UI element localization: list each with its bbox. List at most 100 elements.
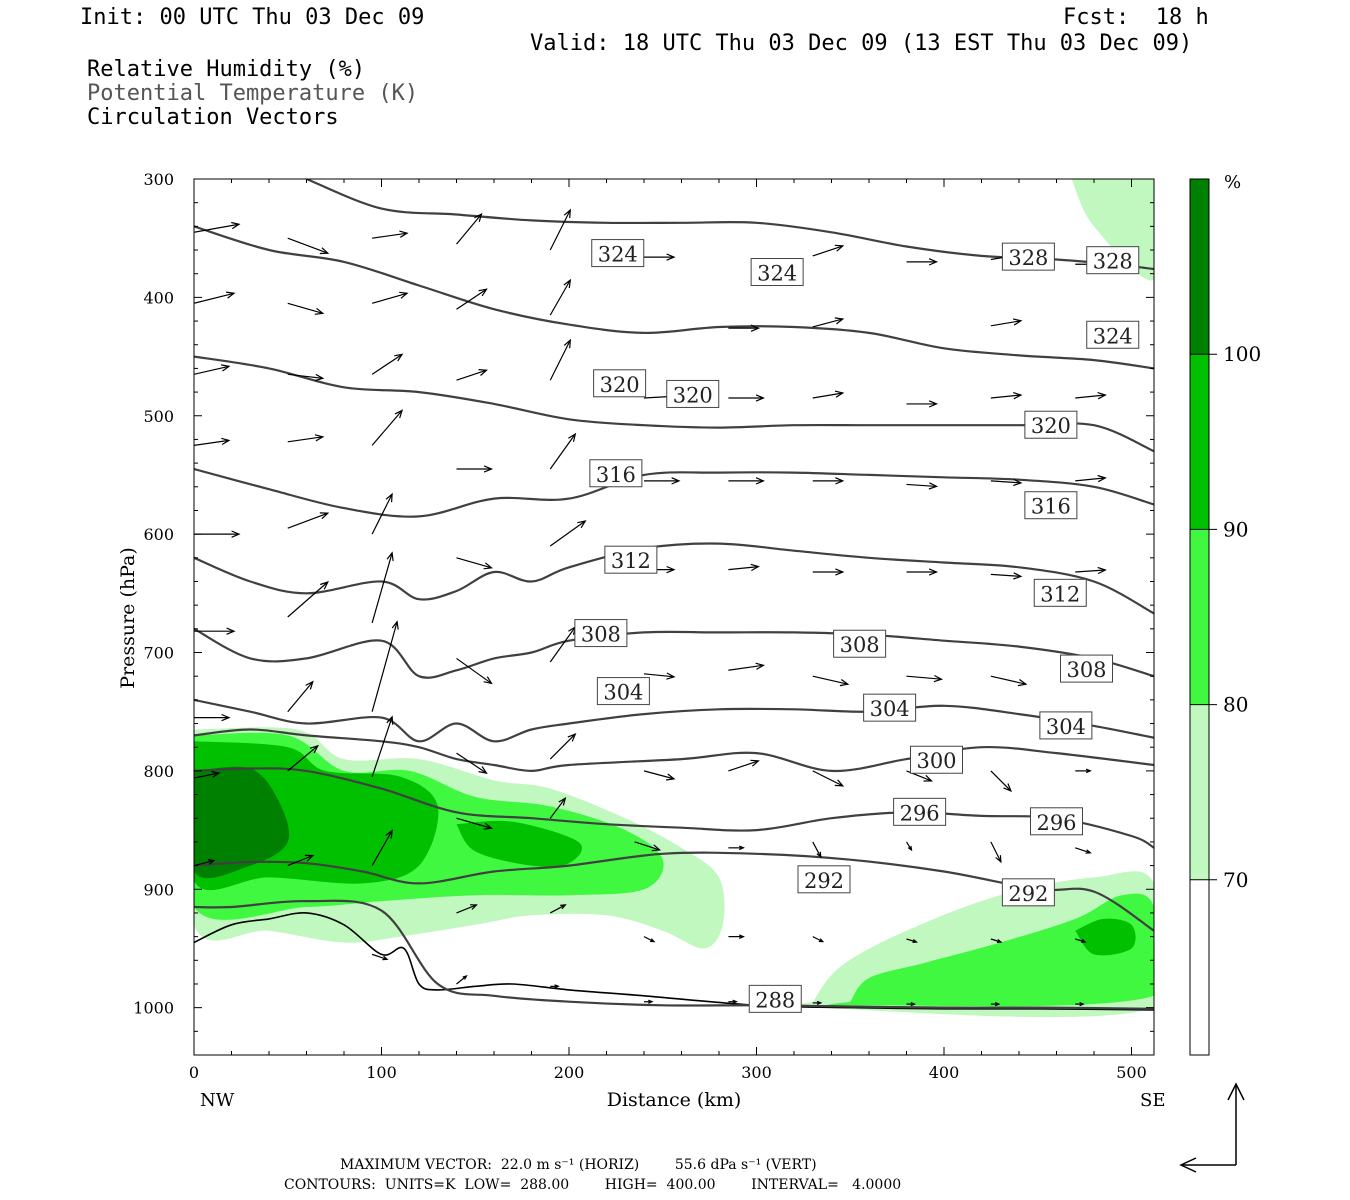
rh-region-90-6: [456, 820, 583, 867]
vector-arrow-56: [643, 672, 676, 680]
svg-text:308: 308: [581, 623, 621, 647]
x-tick-label-200: 200: [554, 1063, 585, 1082]
svg-text:308: 308: [840, 633, 880, 657]
theta-contour-320: [194, 355, 1154, 453]
x-tick-label-500: 500: [1116, 1063, 1147, 1082]
vector-arrow-32: [456, 465, 494, 473]
contour-label-312-1: 312: [1033, 578, 1087, 607]
vector-arrow-4: [549, 208, 572, 251]
vector-arrow-68: [728, 759, 760, 772]
vector-arrow-66: [549, 733, 577, 760]
contour-label-324-0: 324: [591, 239, 645, 268]
colorbar: 70 80 90 100: [1189, 178, 1261, 1056]
vector-arrow-79: [728, 845, 745, 851]
vector-arrow-3: [456, 212, 483, 245]
vector-arrow-28: [1075, 392, 1107, 400]
svg-text:312: 312: [611, 549, 651, 573]
vector-arrow-53: [371, 551, 394, 624]
contour-label-324-1: 324: [750, 258, 804, 287]
x-tick-label-300: 300: [741, 1063, 772, 1082]
vector-arrow-36: [812, 477, 845, 485]
rh-region-100-8: [194, 766, 290, 879]
vector-arrow-34: [644, 477, 681, 485]
vector-arrow-81: [905, 841, 913, 852]
svg-text:324: 324: [598, 243, 638, 267]
rh-region-80-4: [827, 893, 1154, 1007]
colorbar-bin-4: [1190, 179, 1209, 355]
contour-label-296-0: 296: [893, 797, 947, 826]
svg-text:296: 296: [900, 801, 940, 825]
vector-arrow-22: [549, 338, 572, 381]
svg-text:324: 324: [757, 262, 797, 286]
vector-arrow-52: [287, 580, 329, 618]
vector-arrow-67: [643, 770, 676, 781]
vector-arrow-103: [1075, 1001, 1085, 1007]
vector-arrow-2: [372, 230, 409, 239]
colorbar-label-100: 100: [1223, 342, 1261, 366]
vector-arrow-71: [990, 770, 1012, 792]
vector-arrow-35: [728, 477, 765, 485]
x-tick-label-100: 100: [366, 1063, 397, 1082]
valid-time-label: Valid: 18 UTC Thu 03 Dec 09 (13 EST Thu …: [530, 31, 1193, 56]
svg-text:288: 288: [755, 988, 795, 1012]
contour-label-308-1: 308: [833, 629, 887, 658]
svg-text:304: 304: [1046, 715, 1086, 739]
rh-shading: [194, 179, 1154, 1018]
vector-arrow-82: [990, 841, 1002, 864]
vector-arrow-1: [287, 237, 330, 255]
svg-text:328: 328: [1093, 250, 1133, 274]
vector-arrow-100: [812, 1000, 823, 1006]
vector-arrow-85: [287, 854, 315, 867]
vector-arrow-99: [728, 999, 738, 1004]
vector-arrow-65: [456, 752, 488, 774]
vector-arrow-59: [906, 674, 944, 683]
vector-arrow-73: [194, 770, 221, 779]
vector-arrow-46: [728, 563, 760, 572]
svg-text:296: 296: [1036, 811, 1076, 835]
vector-arrow-12: [371, 291, 409, 304]
x-axis-title: Distance (km): [607, 1089, 742, 1111]
vector-arrow-7: [906, 258, 939, 266]
contour-label-288-0: 288: [748, 984, 802, 1013]
vector-arrow-44: [549, 520, 587, 547]
y-axis-title: Pressure (hPa): [117, 547, 139, 689]
vector-arrow-57: [728, 662, 765, 671]
theta-contour-288: [194, 899, 1154, 1010]
contour-label-304-2: 304: [1039, 711, 1093, 740]
contour-label-296-1: 296: [1030, 807, 1083, 836]
vector-arrow-91: [812, 936, 825, 943]
theta-contour-304: [194, 698, 1154, 743]
vector-arrow-89: [643, 936, 656, 943]
svg-text:304: 304: [603, 681, 643, 705]
vector-arrow-54: [456, 657, 493, 685]
field-label-rh: Relative Humidity (%): [87, 57, 366, 82]
svg-text:304: 304: [870, 697, 910, 721]
plot-frame: [193, 178, 1155, 1056]
svg-text:292: 292: [1008, 882, 1048, 906]
x-end-label-se: SE: [1140, 1090, 1165, 1111]
vector-arrow-30: [287, 434, 325, 443]
axes: 0 100 200 300 400 500 300 400 500 600 700 800 900 100…: [133, 170, 1154, 1082]
vector-arrow-43: [456, 557, 493, 570]
contour-label-320-2: 320: [1024, 410, 1078, 439]
colorbar-bin-0: [1190, 879, 1209, 1055]
vector-arrow-101: [906, 1001, 917, 1007]
contour-label-316-1: 316: [1024, 491, 1078, 520]
vector-arrow-94: [1075, 938, 1087, 943]
vector-arrow-14: [549, 278, 572, 316]
svg-text:316: 316: [1031, 495, 1071, 519]
theta-contour-308: [194, 627, 1154, 679]
vector-arrow-76: [456, 817, 493, 830]
svg-text:328: 328: [1008, 246, 1048, 270]
vector-arrow-21: [456, 369, 488, 381]
y-tick-label-800: 800: [143, 762, 174, 781]
y-tick-label-600: 600: [143, 525, 174, 544]
vector-arrow-83: [1075, 847, 1092, 854]
colorbar-bin-1: [1190, 704, 1209, 880]
vector-arrow-74: [287, 744, 319, 772]
vector-arrow-90: [728, 934, 745, 939]
vector-arrow-63: [287, 680, 314, 713]
vector-arrow-6: [812, 244, 845, 257]
y-tick-label-700: 700: [143, 644, 174, 663]
vector-arrow-95: [371, 953, 389, 961]
